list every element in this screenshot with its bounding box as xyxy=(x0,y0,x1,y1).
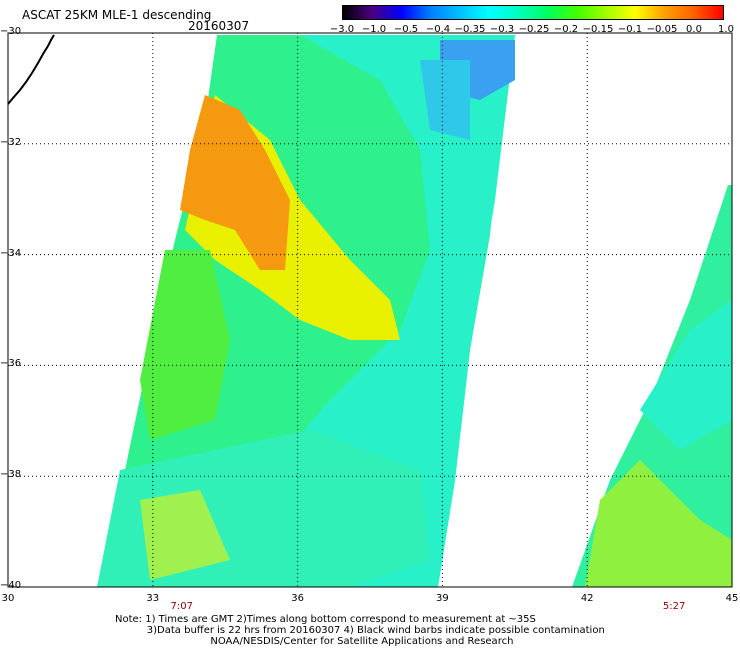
colorbar-tick-label: −0.3 xyxy=(489,24,515,35)
colorbar xyxy=(342,5,724,20)
colorbar-tick-label: −0.1 xyxy=(617,24,643,35)
footnotes: Note: 1) Times are GMT 2)Times along bot… xyxy=(115,614,605,647)
swath-east xyxy=(572,185,732,587)
swath-east-green xyxy=(585,460,732,587)
colorbar-tick-label: −0.25 xyxy=(518,24,550,35)
swath-orange xyxy=(180,95,290,270)
map-date: 20160307 xyxy=(188,19,250,33)
swath-green xyxy=(140,250,230,440)
lat-label: −30 xyxy=(0,26,22,37)
lat-label: −34 xyxy=(0,247,22,259)
plot-frame xyxy=(7,32,733,588)
colorbar-tick-label: 1.0 xyxy=(718,24,734,35)
lat-label: −32 xyxy=(0,136,22,148)
coastline xyxy=(7,34,55,105)
lon-label: 33 xyxy=(146,593,160,604)
colorbar-tick-label: −0.5 xyxy=(393,24,419,35)
colorbar-tick-labels: −3.0 −1.0 −0.5 −0.4 −0.35 −0.3 −0.25 −0.2 −0.15−… xyxy=(330,24,734,38)
colorbar-tick-label: −3.0 xyxy=(329,24,355,35)
pass-time-label: 7:07 xyxy=(170,601,193,612)
lon-label: 30 xyxy=(1,593,15,604)
swath-east-cyan xyxy=(640,300,732,450)
colorbar-tick-label: −0.4 xyxy=(425,24,451,35)
note-line-3: NOAA/NESDIS/Center for Satellite Applica… xyxy=(210,636,514,647)
colorbar-tick-label: −0.35 xyxy=(454,24,486,35)
lat-label: −40 xyxy=(0,580,22,591)
lon-label: 42 xyxy=(580,593,594,604)
colorbar-tick-label: −0.15 xyxy=(582,24,614,35)
colorbar-tick-label: −0.2 xyxy=(553,24,579,35)
note-line-2: 3)Data buffer is 22 hrs from 20160307 4)… xyxy=(146,625,605,636)
lon-label: 45 xyxy=(725,593,739,604)
pass-time-label: 5:27 xyxy=(662,601,686,612)
lat-label: −36 xyxy=(0,358,22,370)
swath-lightgreen xyxy=(140,490,230,580)
colorbar-tick-label: −1.0 xyxy=(361,24,387,35)
colorbar-tick-label: 0.0 xyxy=(686,24,702,35)
lon-label: 39 xyxy=(436,593,449,604)
map-title: ASCAT 25KM MLE-1 descending xyxy=(22,8,212,22)
colorbar-tick-label: −0.05 xyxy=(646,24,678,35)
swath-lightblue xyxy=(420,60,470,140)
note-line-1: Note: 1) Times are GMT 2)Times along bot… xyxy=(115,614,536,625)
lat-label: −38 xyxy=(0,469,22,481)
lon-label: 36 xyxy=(291,593,304,604)
